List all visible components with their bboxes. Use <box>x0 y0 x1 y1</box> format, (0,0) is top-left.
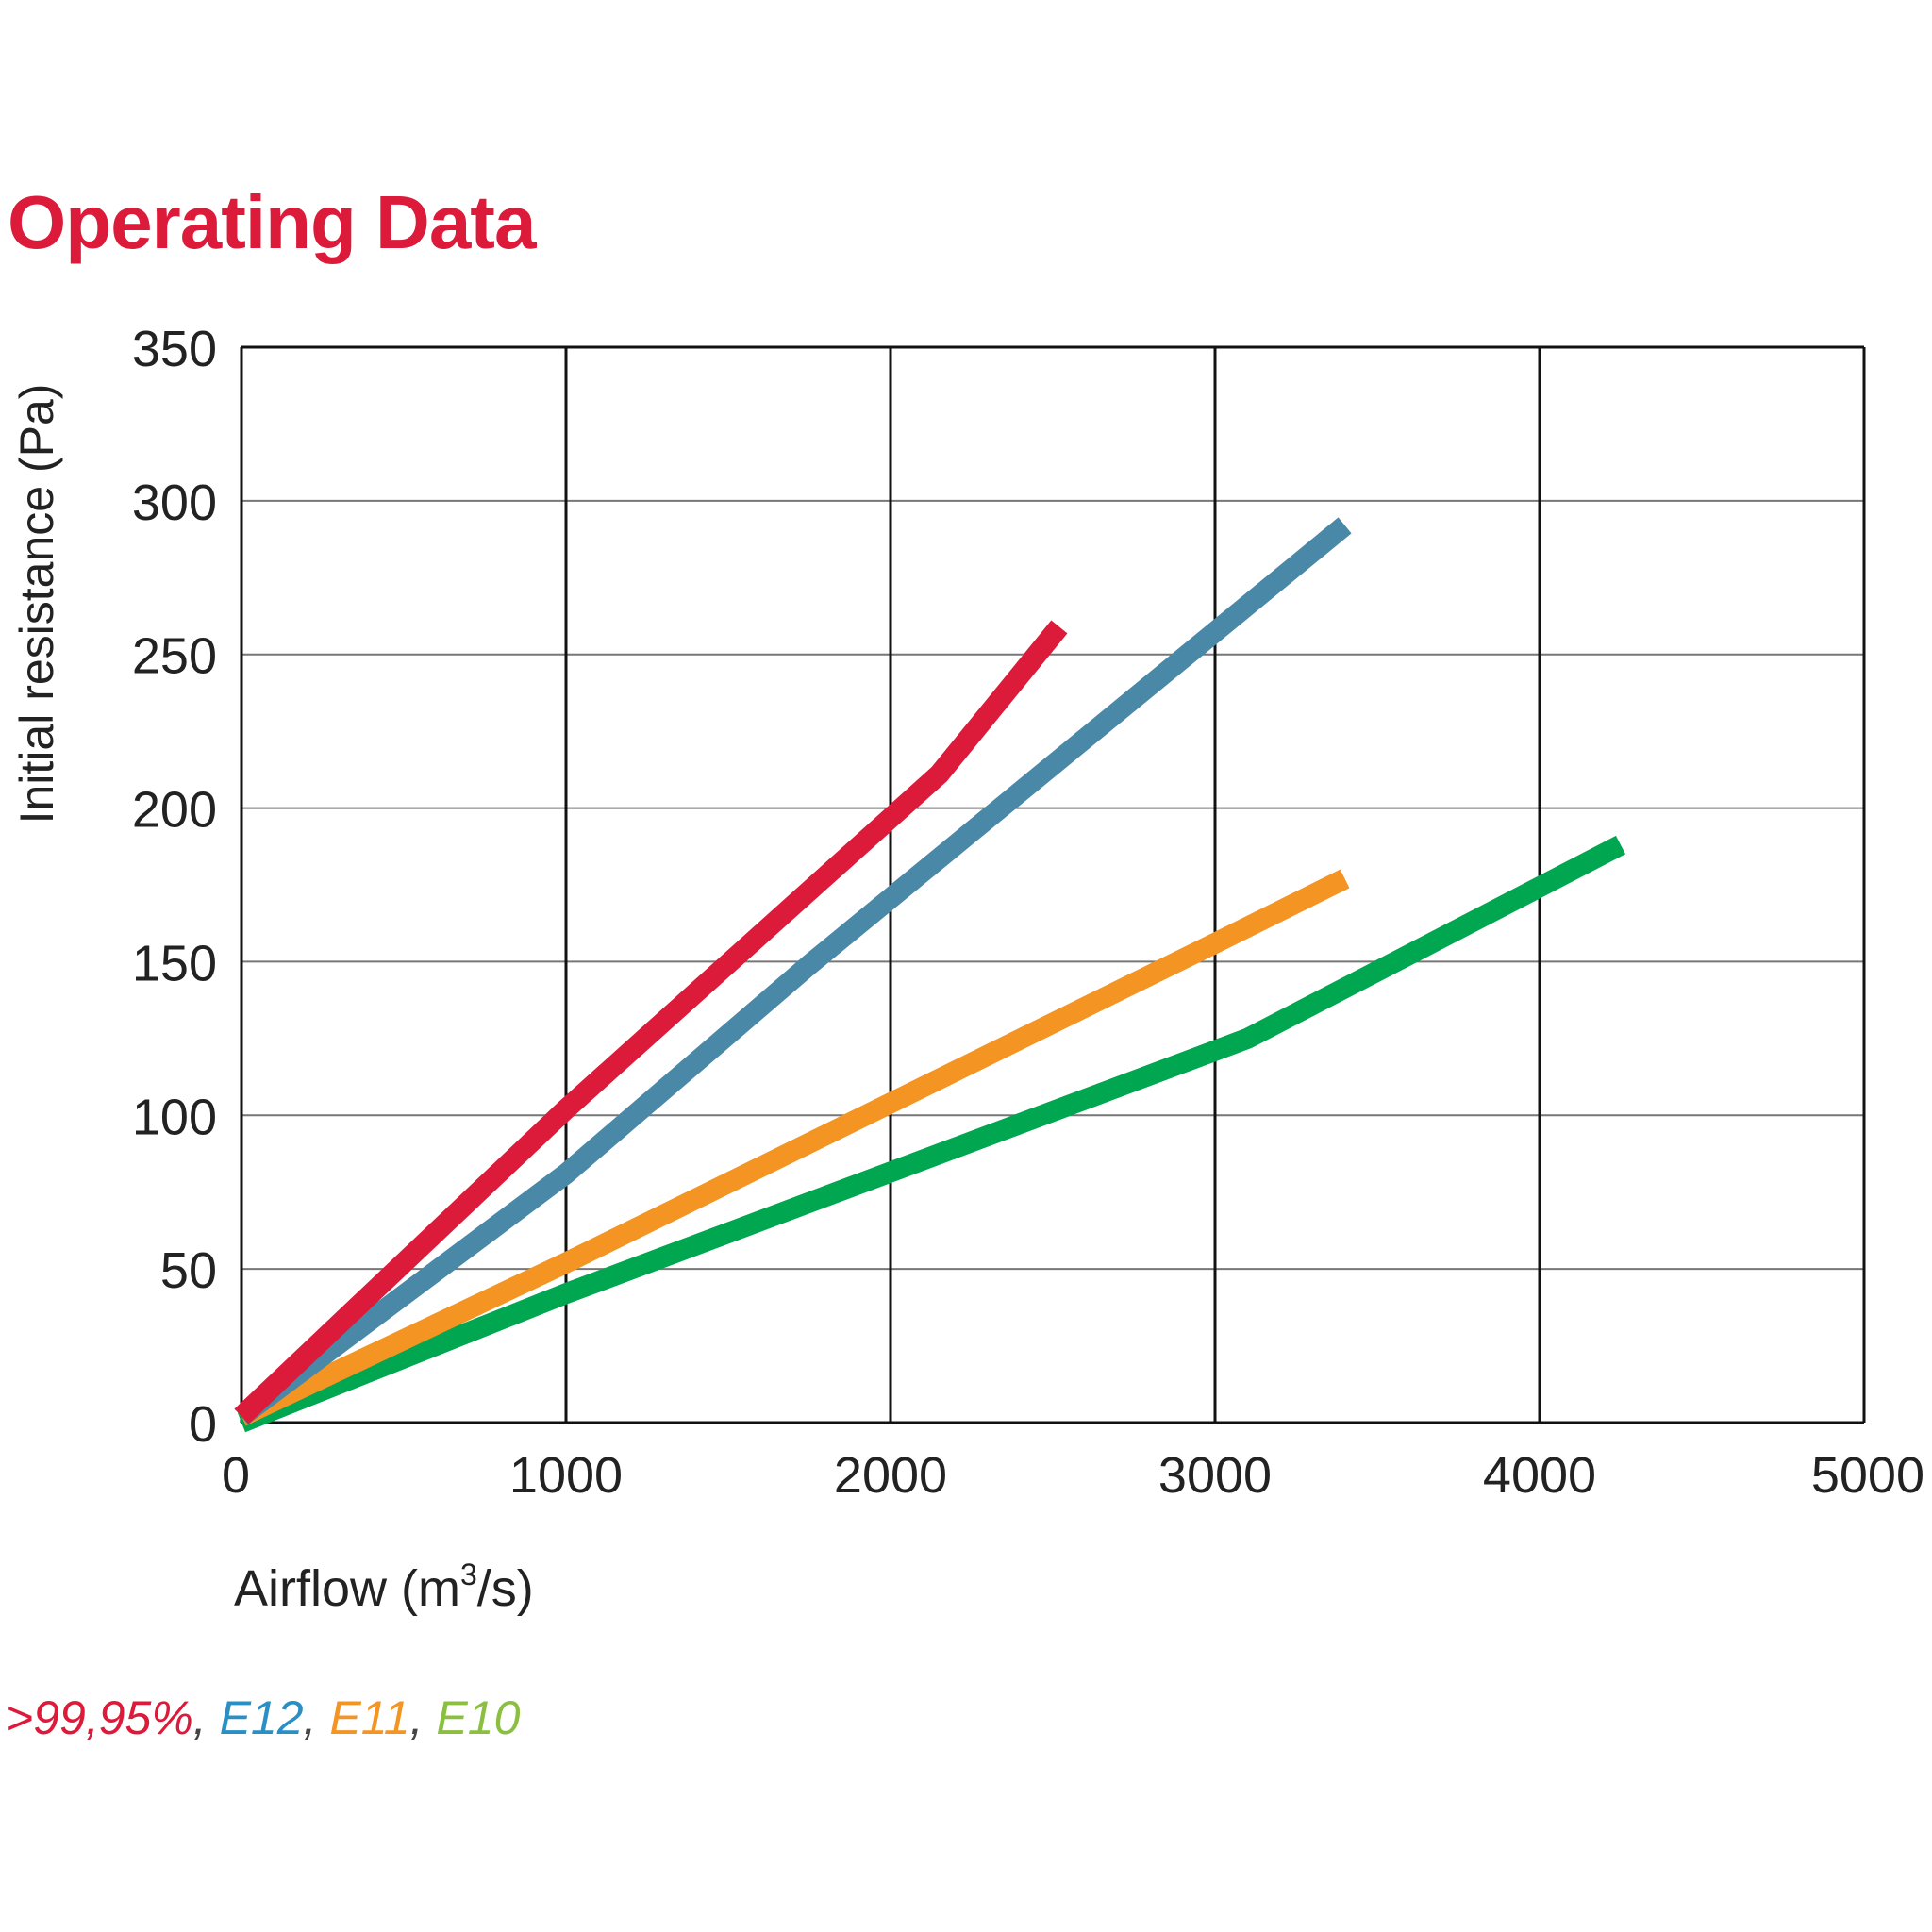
x-axis-label: Airflow (m3/s) <box>234 1557 534 1617</box>
legend-separator: , <box>303 1691 330 1744</box>
axes <box>240 345 1866 1424</box>
y-axis-label: Initial resistance (Pa) <box>10 384 63 824</box>
legend-item-e12: E12 <box>219 1691 304 1744</box>
legend-separator: , <box>192 1691 220 1744</box>
legend-separator: , <box>409 1691 437 1744</box>
series-line-e11 <box>237 869 1350 1426</box>
y-tick-label: 300 <box>132 475 217 531</box>
chart-title: Operating Data <box>8 180 536 264</box>
legend-item-e10: E10 <box>436 1691 521 1744</box>
legend-item-e11: E11 <box>329 1691 410 1744</box>
series-line-e12 <box>235 517 1352 1425</box>
legend-item-9995: >99,95% <box>6 1691 193 1744</box>
y-tick-label: 50 <box>160 1242 217 1299</box>
x-tick-label: 4000 <box>1483 1447 1596 1504</box>
y-tick-label: 0 <box>189 1396 217 1453</box>
y-tick-label: 200 <box>132 782 217 839</box>
x-tick-label: 1000 <box>509 1447 623 1504</box>
x-axis-label-sup: 3 <box>460 1557 477 1591</box>
y-tick-label: 250 <box>132 628 217 685</box>
grid-lines <box>242 347 1864 1423</box>
series-legend: >99,95%, E12, E11, E10 <box>6 1694 520 1741</box>
tick-labels: 0 50 100 150 200 250 300 350 0 1000 2000 3000 4000 50… <box>132 321 1924 1504</box>
x-tick-label: 0 <box>222 1447 250 1504</box>
y-tick-label: 150 <box>132 935 217 991</box>
x-tick-label: 5000 <box>1811 1447 1924 1504</box>
series-line-9995 <box>234 620 1068 1424</box>
x-tick-label: 3000 <box>1158 1447 1272 1504</box>
y-tick-label: 350 <box>132 321 217 377</box>
series-line-e10 <box>237 835 1626 1433</box>
x-axis-label-main: Airflow (m <box>234 1560 460 1617</box>
x-tick-label: 2000 <box>834 1447 947 1504</box>
y-tick-label: 100 <box>132 1089 217 1145</box>
x-axis-label-tail: /s) <box>477 1560 534 1617</box>
series-lines <box>234 517 1626 1433</box>
